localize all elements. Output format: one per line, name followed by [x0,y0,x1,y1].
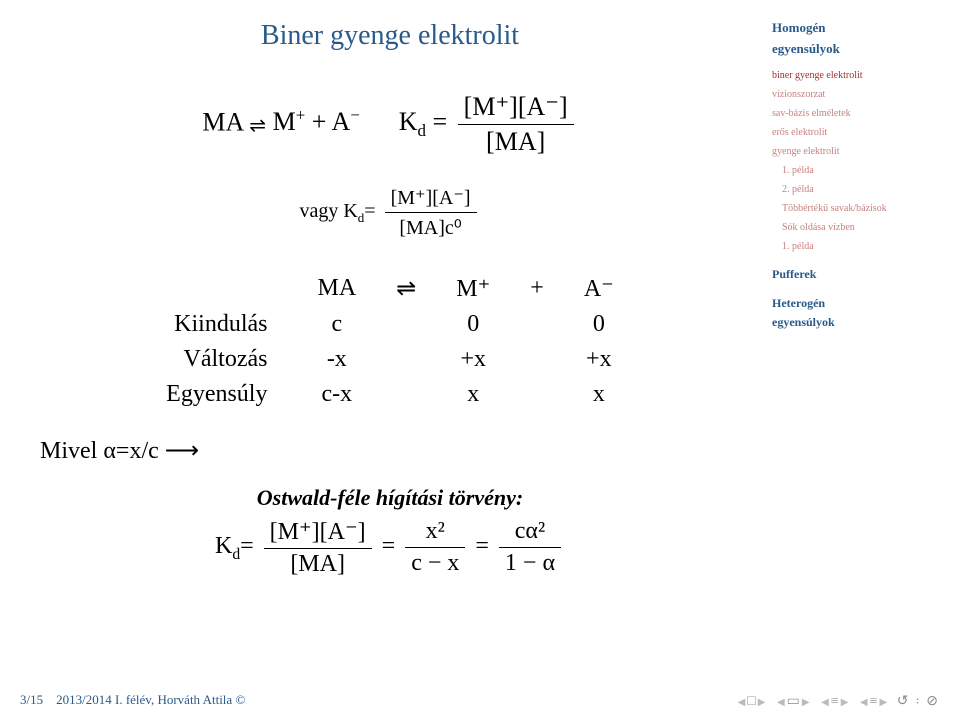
sidebar-item-7[interactable]: Többértékű savak/bázisok [782,201,942,217]
ost-eq2: = [475,533,489,559]
ice-row-initial: Kiindulás c 0 0 [146,307,634,342]
ice-r3-label: Egyensúly [146,377,297,412]
ice-h-plus: + [510,270,564,307]
ost-f1-num: [M⁺][A⁻] [264,517,372,549]
ost-f2-num: x² [405,518,465,548]
ostwald-equation: Kd= [M⁺][A⁻] [MA] = x² c − x = cα² 1 − α [40,517,740,578]
ice-h-ma: MA [297,270,376,307]
ost-kd: Kd= [215,533,254,559]
equation-1: MA ⇌ M+ + A− Kd = [M⁺][A⁻] [MA] [40,92,740,157]
nav-close-icon[interactable]: ⊘ [924,694,940,709]
sidebar-item-3[interactable]: erős elektrolit [772,125,942,141]
ice-r3-c5: x [564,377,634,412]
ice-r3-c3: x [436,377,510,412]
ice-h-m: M⁺ [436,270,510,307]
alpha-line: Mivel α=x/c ⟶ [40,436,740,465]
ice-r2-c1: -x [297,342,376,377]
sidebar-item-0[interactable]: biner gyenge elektrolit [772,68,942,84]
sidebar-item-4[interactable]: gyenge elektrolit [772,144,942,160]
sidebar-item-5[interactable]: 1. példa [782,163,942,179]
ice-header-row: MA ⇌ M⁺ + A⁻ [146,270,634,307]
slide-title: Biner gyenge elektrolit [40,20,740,52]
eq1-fraction: [M⁺][A⁻] [MA] [458,92,574,157]
ice-r1-label: Kiindulás [146,307,297,342]
ice-r1-c5: 0 [564,307,634,342]
footer: 3/15 2013/2014 I. félév, Horváth Attila … [20,692,245,708]
sidebar-section-pufferek[interactable]: Pufferek [772,265,942,284]
sidebar-title: Homogén egyensúlyok [772,18,942,60]
ice-h-arrow: ⇌ [376,270,436,307]
eq1-den: [MA] [458,125,574,157]
ice-r1-c3: 0 [436,307,510,342]
ice-h-a: A⁻ [564,270,634,307]
equation-2: vagy Kd= [M⁺][A⁻] [MA]c⁰ [40,185,740,240]
ost-f3-den: 1 − α [499,548,561,577]
sidebar-item-6[interactable]: 2. példa [782,182,942,198]
ice-r2-c5: +x [564,342,634,377]
eq2-den: [MA]c⁰ [385,213,477,240]
footer-text: 2013/2014 I. félév, Horváth Attila © [56,692,245,707]
sidebar-item-2[interactable]: sav-bázis elméletek [772,106,942,122]
ost-eq1: = [382,533,396,559]
nav-goto-icon[interactable]: ↺ [895,694,911,709]
nav-back-icon[interactable]: ◀≡▶ [817,694,852,709]
ostwald-title: Ostwald-féle hígítási törvény: [40,485,740,511]
ice-r2-c3: +x [436,342,510,377]
ice-r1-c1: c [297,307,376,342]
sidebar-item-8[interactable]: Sók oldása vízben [782,220,942,236]
ice-table: MA ⇌ M⁺ + A⁻ Kiindulás c 0 0 Változás -x… [146,270,634,412]
eq1-ma: MA [202,107,242,136]
ost-f3-num: cα² [499,518,561,548]
ice-r3-c1: c-x [297,377,376,412]
eq2-fraction: [M⁺][A⁻] [MA]c⁰ [385,185,477,240]
ost-frac3: cα² 1 − α [499,518,561,577]
ost-f1-den: [MA] [264,549,372,578]
sidebar: Homogén egyensúlyok biner gyenge elektro… [772,18,942,336]
nav-fwd-icon[interactable]: ◀≡▶ [856,694,891,709]
sidebar-section-heterogen[interactable]: Heterogén egyensúlyok [772,294,942,332]
ice-row-change: Változás -x +x +x [146,342,634,377]
ice-r2-label: Változás [146,342,297,377]
eq1-arrow: ⇌ [249,113,266,138]
eq1-rhs: M+ + A− [273,107,360,136]
nav-controls: ◀□▶ ◀▭▶ ◀≡▶ ◀≡▶ ↺ ܃ ⊘ [734,693,940,710]
ost-frac2: x² c − x [405,518,465,577]
eq2-num: [M⁺][A⁻] [385,185,477,213]
ost-f2-den: c − x [405,548,465,577]
nav-first-icon[interactable]: ◀□▶ [734,694,770,709]
eq1-kd: Kd = [399,107,454,136]
ost-frac1: [M⁺][A⁻] [MA] [264,517,372,578]
eq2-prefix: vagy Kd= [299,200,375,222]
footer-page: 3/15 [20,692,43,707]
ice-row-eq: Egyensúly c-x x x [146,377,634,412]
sidebar-item-1[interactable]: vízionszorzat [772,87,942,103]
eq1-num: [M⁺][A⁻] [458,92,574,125]
sidebar-item-9[interactable]: 1. példa [782,239,942,255]
nav-prev-icon[interactable]: ◀▭▶ [773,694,814,709]
nav-search-icon[interactable]: ܃ [914,694,921,709]
